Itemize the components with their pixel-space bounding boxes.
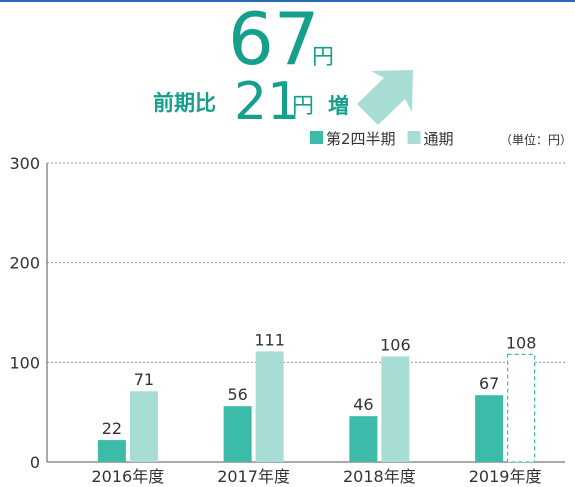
bar bbox=[97, 440, 126, 462]
value-label: 71 bbox=[134, 370, 154, 389]
y-tick-label: 0 bbox=[30, 453, 40, 472]
bar bbox=[381, 356, 410, 462]
x-tick-label: 2018年度 bbox=[343, 467, 416, 486]
y-tick-label: 300 bbox=[9, 154, 40, 173]
bar bbox=[349, 416, 378, 462]
change-value: 21 bbox=[234, 72, 300, 132]
comparison-label: 前期比 bbox=[153, 91, 216, 115]
legend-swatch bbox=[310, 131, 323, 144]
value-label: 111 bbox=[254, 330, 285, 349]
up-arrow bbox=[357, 70, 413, 125]
value-label: 106 bbox=[380, 335, 411, 354]
bar bbox=[255, 351, 284, 462]
bar bbox=[507, 353, 536, 463]
x-tick-label: 2016年度 bbox=[92, 467, 165, 486]
value-label: 67 bbox=[479, 374, 499, 393]
x-tick-label: 2019年度 bbox=[469, 467, 542, 486]
bar bbox=[223, 406, 252, 462]
value-label: 56 bbox=[227, 385, 247, 404]
y-tick-label: 100 bbox=[9, 353, 40, 372]
legend-label: 通期 bbox=[424, 130, 454, 148]
direction: 増 bbox=[328, 94, 349, 118]
headline-unit: 円 bbox=[312, 45, 334, 70]
bar bbox=[475, 395, 504, 462]
change-unit: 円 bbox=[292, 94, 314, 119]
unit-label: （単位：円） bbox=[500, 132, 572, 147]
value-label: 22 bbox=[102, 419, 122, 438]
x-tick-label: 2017年度 bbox=[217, 467, 290, 486]
value-label: 108 bbox=[506, 333, 537, 352]
value-label: 46 bbox=[353, 395, 373, 414]
legend-swatch bbox=[407, 131, 421, 144]
bar bbox=[129, 391, 158, 462]
headline-value: 67 bbox=[228, 0, 320, 81]
y-tick-label: 200 bbox=[9, 254, 40, 273]
legend-label: 第2四半期 bbox=[326, 130, 396, 148]
